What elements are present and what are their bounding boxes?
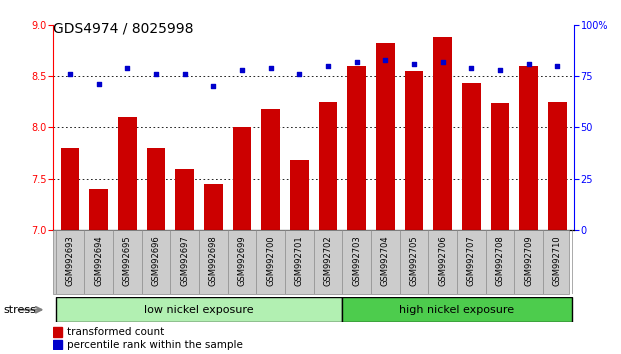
Text: GSM992709: GSM992709 bbox=[524, 235, 533, 286]
Text: GSM992707: GSM992707 bbox=[467, 235, 476, 286]
Text: GSM992695: GSM992695 bbox=[123, 235, 132, 286]
Point bbox=[179, 71, 189, 77]
Point bbox=[151, 71, 161, 77]
Bar bbox=[56, 297, 342, 322]
Bar bbox=[233, 127, 252, 230]
Bar bbox=[347, 66, 366, 230]
Bar bbox=[548, 102, 566, 230]
Bar bbox=[376, 43, 394, 230]
Bar bbox=[319, 102, 337, 230]
Point bbox=[94, 81, 104, 87]
Point bbox=[495, 67, 505, 73]
Bar bbox=[342, 297, 571, 322]
Point bbox=[266, 65, 276, 71]
Text: GSM992701: GSM992701 bbox=[295, 235, 304, 286]
Text: GSM992694: GSM992694 bbox=[94, 235, 103, 286]
Text: GSM992699: GSM992699 bbox=[237, 235, 247, 286]
Bar bbox=[433, 37, 452, 230]
Bar bbox=[462, 83, 481, 230]
Point bbox=[351, 59, 361, 64]
Text: GSM992702: GSM992702 bbox=[324, 235, 332, 286]
Text: GSM992704: GSM992704 bbox=[381, 235, 390, 286]
Bar bbox=[89, 189, 108, 230]
Point bbox=[237, 67, 247, 73]
Point bbox=[409, 61, 419, 67]
Text: high nickel exposure: high nickel exposure bbox=[399, 305, 514, 315]
Point bbox=[294, 71, 304, 77]
Bar bbox=[491, 103, 509, 230]
Point bbox=[380, 57, 390, 63]
Bar bbox=[175, 169, 194, 230]
Text: GSM992700: GSM992700 bbox=[266, 235, 275, 286]
Bar bbox=[405, 71, 424, 230]
Text: GSM992708: GSM992708 bbox=[496, 235, 504, 286]
Text: GSM992698: GSM992698 bbox=[209, 235, 218, 286]
Text: GSM992705: GSM992705 bbox=[409, 235, 419, 286]
Text: GSM992703: GSM992703 bbox=[352, 235, 361, 286]
Text: GDS4974 / 8025998: GDS4974 / 8025998 bbox=[53, 21, 193, 35]
Text: GSM992693: GSM992693 bbox=[65, 235, 75, 286]
Point bbox=[552, 63, 562, 69]
Text: percentile rank within the sample: percentile rank within the sample bbox=[68, 339, 243, 349]
Bar bbox=[147, 148, 165, 230]
Text: stress: stress bbox=[3, 305, 36, 315]
Text: GSM992696: GSM992696 bbox=[152, 235, 160, 286]
Text: transformed count: transformed count bbox=[68, 327, 165, 337]
Bar bbox=[118, 117, 137, 230]
Point bbox=[65, 71, 75, 77]
Text: GSM992706: GSM992706 bbox=[438, 235, 447, 286]
Bar bbox=[290, 160, 309, 230]
Text: low nickel exposure: low nickel exposure bbox=[144, 305, 254, 315]
Bar bbox=[53, 340, 62, 349]
Bar bbox=[53, 327, 62, 337]
Text: GSM992710: GSM992710 bbox=[553, 235, 562, 286]
Bar bbox=[61, 148, 79, 230]
Point bbox=[524, 61, 533, 67]
Bar bbox=[204, 184, 222, 230]
Point bbox=[466, 65, 476, 71]
Point bbox=[208, 84, 218, 89]
Bar bbox=[261, 109, 280, 230]
Text: GSM992697: GSM992697 bbox=[180, 235, 189, 286]
Point bbox=[438, 59, 448, 64]
Bar bbox=[519, 66, 538, 230]
Point bbox=[122, 65, 132, 71]
Point bbox=[323, 63, 333, 69]
